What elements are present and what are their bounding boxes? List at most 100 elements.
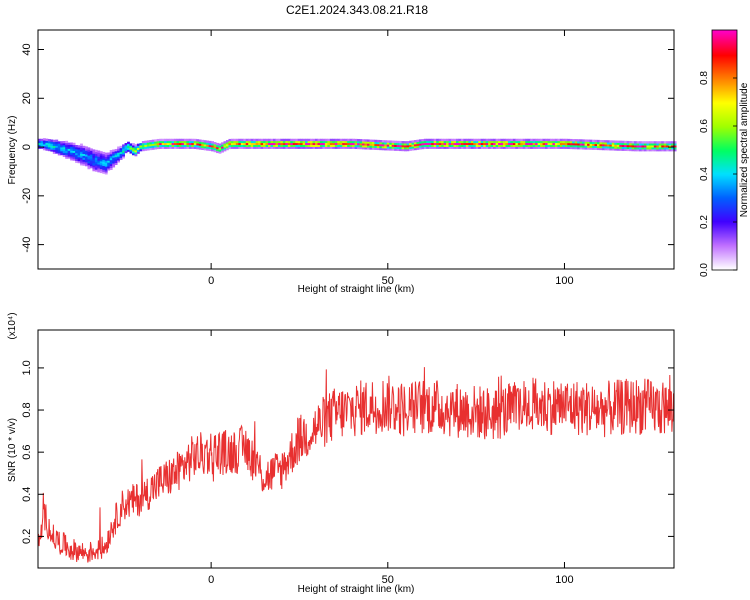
heatmap-cell <box>300 146 304 149</box>
heatmap-cell <box>263 146 266 149</box>
heatmap-cell <box>552 138 556 142</box>
heatmap-cell <box>139 145 143 148</box>
colorbar-segment <box>712 234 737 237</box>
heatmap-cell <box>587 145 590 148</box>
snr-x-tick-label: 0 <box>208 574 214 586</box>
heatmap-cell <box>357 144 360 148</box>
heatmap-cell <box>334 142 338 146</box>
heatmap-cell <box>174 140 177 144</box>
heatmap-cell <box>416 143 420 146</box>
heatmap-cell <box>554 142 558 146</box>
heatmap-cell <box>386 146 390 149</box>
heatmap-cell <box>601 147 605 151</box>
colorbar-segment <box>712 154 737 157</box>
heatmap-cell <box>260 144 264 147</box>
heatmap-cell <box>522 146 526 149</box>
heatmap-cell <box>203 146 207 149</box>
heatmap-cell <box>329 144 333 147</box>
heatmap-cell <box>62 142 66 146</box>
heatmap-cell <box>114 162 118 165</box>
heatmap-cell <box>89 164 93 167</box>
colorbar-segment <box>712 68 737 71</box>
heatmap-cell <box>285 144 289 147</box>
heatmap-cell <box>107 168 111 171</box>
heatmap-cell <box>545 146 548 149</box>
heatmap-cell <box>109 153 113 157</box>
heatmap-cell <box>84 150 88 153</box>
heatmap-cell <box>57 151 61 154</box>
heatmap-cell <box>498 138 501 142</box>
heatmap-cell <box>57 153 61 156</box>
heatmap-cell <box>574 141 578 144</box>
heatmap-cell <box>653 141 657 144</box>
heatmap-cell <box>75 150 78 154</box>
heatmap-cell <box>183 144 187 147</box>
heatmap-cell <box>673 141 677 144</box>
heatmap-cell <box>92 155 96 158</box>
heatmap-cell <box>431 138 435 142</box>
heatmap-cell <box>557 146 561 149</box>
heatmap-cell <box>530 140 534 144</box>
heatmap-cell <box>233 142 237 146</box>
heatmap-cell <box>151 139 155 142</box>
heatmap-cell <box>594 147 598 150</box>
heatmap-cell <box>621 146 625 149</box>
heatmap-cell <box>235 142 239 146</box>
heatmap-cell <box>305 146 308 149</box>
colorbar-segment <box>712 256 737 259</box>
heatmap-cell <box>139 147 143 150</box>
heatmap-cell <box>626 148 630 152</box>
heatmap-cell <box>176 140 180 144</box>
heatmap-cell <box>87 155 91 158</box>
heatmap-cell <box>263 144 266 147</box>
heatmap-cell <box>280 138 284 142</box>
heatmap-cell <box>532 144 536 147</box>
heatmap-cell <box>319 138 323 142</box>
heatmap-cell <box>493 144 496 147</box>
heatmap-cell <box>70 152 74 155</box>
heatmap-cell <box>75 146 78 150</box>
heatmap-cell <box>542 140 546 144</box>
heatmap-cell <box>112 149 116 152</box>
heatmap-cell <box>285 138 289 142</box>
heatmap-cell <box>443 140 447 144</box>
heatmap-cell <box>97 162 101 165</box>
heatmap-cell <box>312 142 316 146</box>
colorbar-segment <box>712 156 737 159</box>
heatmap-cell <box>97 166 101 169</box>
heatmap-cell <box>394 140 398 144</box>
snr-y-axis-label: SNR (10 * v/v) <box>7 418 18 482</box>
heatmap-cell <box>517 146 521 149</box>
heatmap-cell <box>156 140 160 144</box>
colorbar-segment <box>712 266 737 269</box>
heatmap-cell <box>117 156 121 159</box>
heatmap-cell <box>290 140 294 144</box>
spectrogram-y-tick-label: 40 <box>21 43 33 55</box>
heatmap-cell <box>72 156 76 159</box>
heatmap-cell <box>225 142 229 145</box>
heatmap-cell <box>342 146 346 149</box>
heatmap-cell <box>639 149 642 152</box>
heatmap-cell <box>431 146 435 149</box>
heatmap-cell <box>169 142 172 146</box>
heatmap-cell <box>186 142 190 146</box>
heatmap-cell <box>426 138 430 142</box>
heatmap-cell <box>84 156 88 159</box>
heatmap-cell <box>554 138 558 142</box>
heatmap-cell <box>55 139 59 142</box>
heatmap-cell <box>569 138 573 142</box>
heatmap-cell <box>188 142 192 146</box>
heatmap-cell <box>52 147 56 150</box>
colorbar-segment <box>712 172 737 175</box>
heatmap-cell <box>146 148 150 151</box>
heatmap-cell <box>507 144 511 147</box>
snr-x-tick-label: 50 <box>382 574 394 586</box>
heatmap-cell <box>176 142 180 146</box>
heatmap-cell <box>396 148 400 151</box>
heatmap-cell <box>634 143 637 146</box>
colorbar-segment <box>712 202 737 205</box>
heatmap-cell <box>339 140 343 144</box>
heatmap-cell <box>57 141 61 144</box>
heatmap-cell <box>92 159 96 162</box>
